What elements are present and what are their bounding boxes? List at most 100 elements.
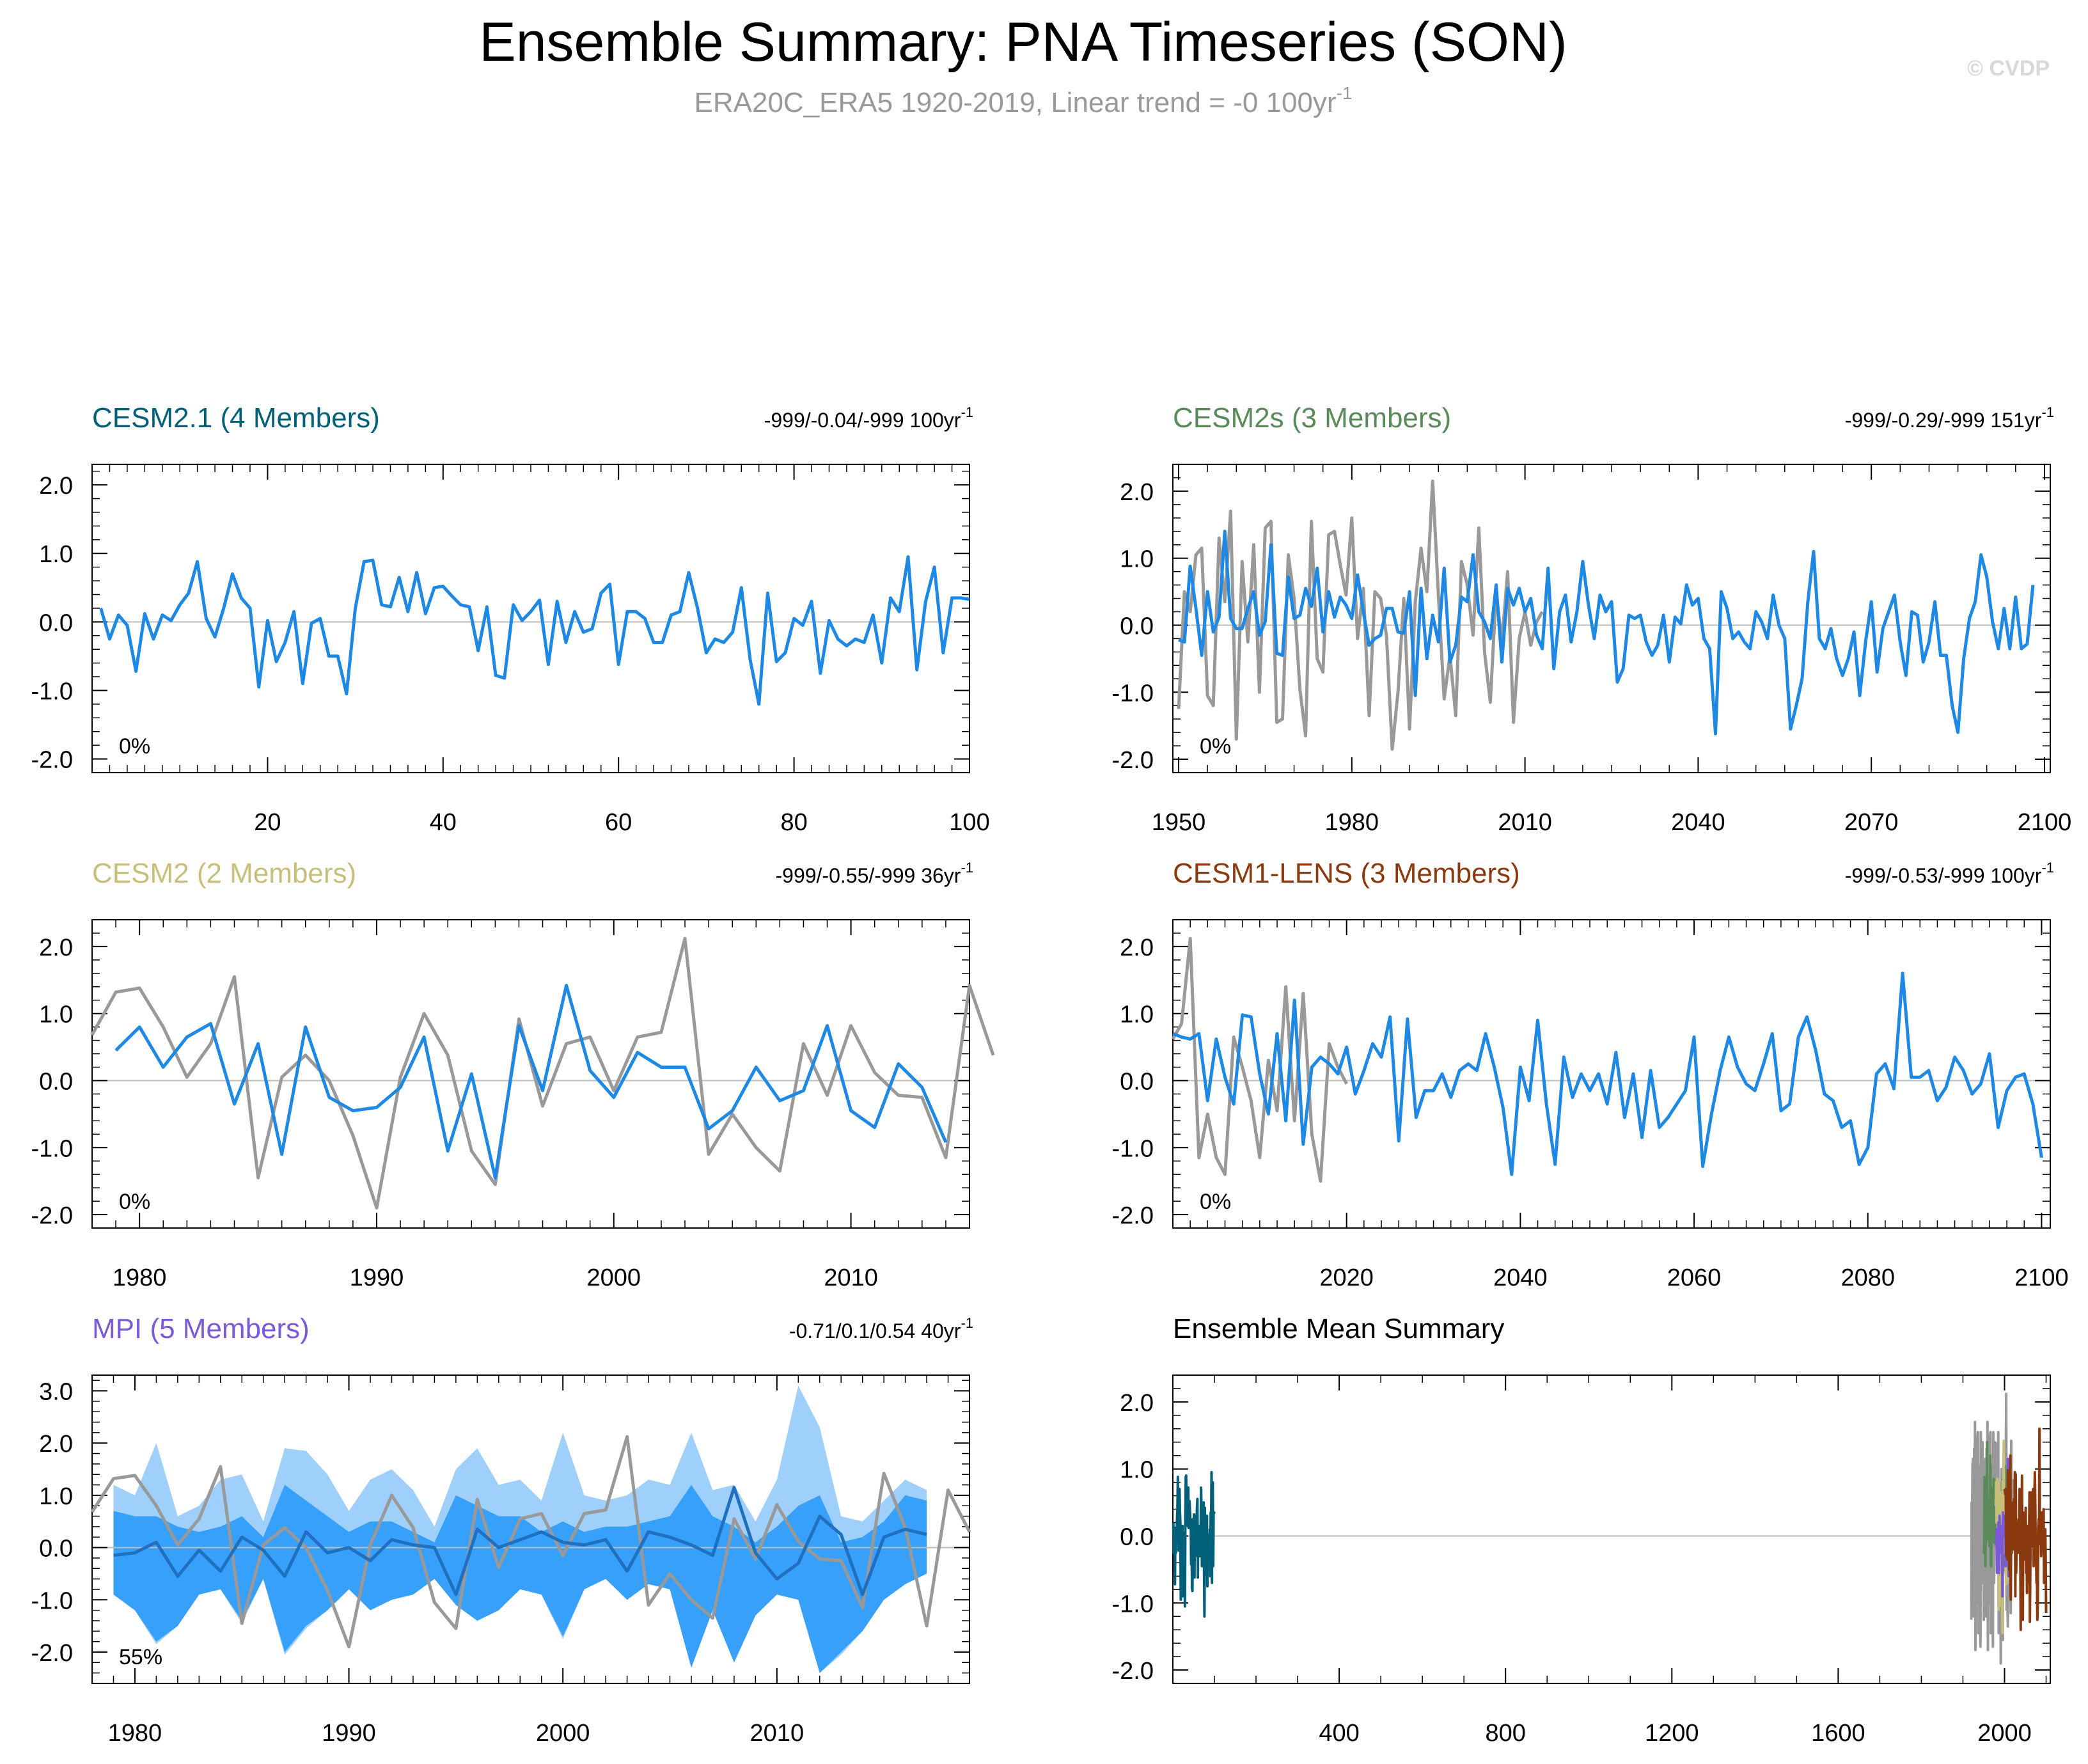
mpi-xtick-label: 1980 xyxy=(108,1720,162,1747)
cesm1lens-ytick-label: 2.0 xyxy=(1120,934,1154,961)
cesm2s-member-line xyxy=(1178,530,2035,736)
figure-title: Ensemble Summary: PNA Timeseries (SON) xyxy=(479,12,1567,73)
cesm21-ytick-label: -2.0 xyxy=(31,747,73,774)
mpi-ensemble_mean-line xyxy=(113,1486,927,1596)
mpi-ytick-label: 0.0 xyxy=(39,1536,73,1563)
cesm21-percent-label: 0% xyxy=(119,734,150,759)
panel-cesm1lens: CESM1-LENS (3 Members) -999/-0.53/-999 10… xyxy=(1112,858,2069,1291)
cesm2-trend-stats: -999/-0.55/-999 36yr-1 xyxy=(775,860,973,887)
cesm2-panel-title: CESM2 (2 Members) xyxy=(92,858,356,889)
cesm1lens-xtick-label: 2100 xyxy=(2014,1264,2069,1291)
summary-xtick-label: 1200 xyxy=(1645,1720,1699,1747)
cesm1lens-percent-label: 0% xyxy=(1200,1190,1231,1214)
cesm1lens-xtick-label: 2020 xyxy=(1319,1264,1374,1291)
cesm2s-ytick-label: -1.0 xyxy=(1112,680,1154,707)
mpi-xtick-label: 2010 xyxy=(750,1720,805,1747)
cesm2s-ytick-label: 0.0 xyxy=(1120,613,1154,640)
cesm2s-percent-label: 0% xyxy=(1200,734,1231,759)
cesm2-xtick-label: 2010 xyxy=(824,1264,878,1291)
cesm1lens-observation-line xyxy=(1171,936,1348,1183)
mpi-percent-label: 55% xyxy=(119,1645,162,1669)
mpi-trend-stats-text: -0.71/0.1/0.54 40yr xyxy=(789,1319,961,1343)
cesm2-xtick-label: 1990 xyxy=(350,1264,404,1291)
cesm1lens-xtick-label: 2080 xyxy=(1841,1264,1895,1291)
cesm2s-ytick-label: -2.0 xyxy=(1112,747,1154,774)
summary-ytick-label: -2.0 xyxy=(1112,1658,1154,1685)
cesm2s-xtick-label: 2100 xyxy=(2018,809,2072,836)
panel-cesm21: CESM2.1 (4 Members) -999/-0.04/-999 100yr… xyxy=(31,402,990,836)
cesm21-trend-stats-sup: -1 xyxy=(961,404,973,420)
mpi-xtick-label: 1990 xyxy=(322,1720,376,1747)
mpi-ytick-label: -1.0 xyxy=(31,1587,73,1614)
cesm1lens-panel-title: CESM1-LENS (3 Members) xyxy=(1173,858,1520,889)
cesm21-trend-stats-text: -999/-0.04/-999 100yr xyxy=(764,409,961,432)
cesm2s-xtick-label: 1950 xyxy=(1152,809,1206,836)
cesm2s-trend-stats-text: -999/-0.29/-999 151yr xyxy=(1845,409,2042,432)
cesm2s-xtick-label: 2070 xyxy=(1844,809,1899,836)
cesm2-xtick-label: 2000 xyxy=(587,1264,641,1291)
cesm21-trend-stats: -999/-0.04/-999 100yr-1 xyxy=(764,404,973,432)
cesm2s-xtick-label: 2040 xyxy=(1671,809,1725,836)
cesm2-xtick-label: 1980 xyxy=(113,1264,167,1291)
cesm21-xtick-label: 20 xyxy=(254,809,281,836)
mpi-trend-stats: -0.71/0.1/0.54 40yr-1 xyxy=(789,1315,973,1343)
cesm2-ytick-label: 0.0 xyxy=(39,1068,73,1095)
mpi-ytick-label: 3.0 xyxy=(39,1379,73,1406)
panel-summary: Ensemble Mean Summary -2.0 -1.0 0.0 1.0 2.0 40… xyxy=(1112,1313,2051,1747)
summary-xtick-label: 1600 xyxy=(1811,1720,1865,1747)
cesm21-member-line xyxy=(99,555,970,706)
cesm1lens-trend-stats-text: -999/-0.53/-999 100yr xyxy=(1845,864,2042,887)
summary-plot-frame xyxy=(1172,1374,2051,1684)
watermark: © CVDP xyxy=(1967,56,2050,81)
cesm21-xtick-label: 60 xyxy=(605,809,632,836)
cesm2-ytick-label: -2.0 xyxy=(31,1202,73,1229)
cesm21-panel-title: CESM2.1 (4 Members) xyxy=(92,402,380,434)
figure-subtitle: ERA20C_ERA5 1920-2019, Linear trend = -0… xyxy=(695,83,1353,118)
cesm2-ytick-label: 2.0 xyxy=(39,934,73,961)
mpi-ytick-label: -2.0 xyxy=(31,1640,73,1667)
cesm21-xtick-label: 40 xyxy=(430,809,457,836)
cesm1lens-ytick-label: -1.0 xyxy=(1112,1135,1154,1162)
panel-cesm2: CESM2 (2 Members) -999/-0.55/-999 36yr-1-… xyxy=(31,858,995,1291)
cesm21-xtick-label: 100 xyxy=(949,809,989,836)
cesm21-xtick-label: 80 xyxy=(780,809,807,836)
cesm1lens-plot-frame xyxy=(1172,919,2051,1229)
cesm2-observation-line xyxy=(90,936,995,1210)
cesm2s-ytick-label: 2.0 xyxy=(1120,479,1154,506)
cesm1lens-ytick-label: 0.0 xyxy=(1120,1068,1154,1095)
cesm1lens-trend-stats-sup: -1 xyxy=(2041,860,2054,876)
mpi-panel-title: MPI (5 Members) xyxy=(92,1313,310,1344)
cesm1lens-trend-stats: -999/-0.53/-999 100yr-1 xyxy=(1845,860,2054,887)
cesm2s-observation-line xyxy=(1177,479,1544,751)
cesm1lens-ytick-label: -2.0 xyxy=(1112,1202,1154,1229)
cesm2s-panel-title: CESM2s (3 Members) xyxy=(1173,402,1451,434)
summary-ytick-label: 1.0 xyxy=(1120,1457,1154,1484)
mpi-observation-line xyxy=(90,1435,971,1649)
cesm2-ytick-label: 1.0 xyxy=(39,1002,73,1028)
panel-mpi: MPI (5 Members) -0.71/0.1/0.54 40yr-1 -2.0… xyxy=(31,1313,973,1747)
mpi-ytick-label: 1.0 xyxy=(39,1483,73,1510)
mpi-trend-stats-sup: -1 xyxy=(961,1315,973,1331)
summary-panel-title: Ensemble Mean Summary xyxy=(1173,1313,1504,1344)
figure-subtitle-sup: -1 xyxy=(1337,83,1353,103)
mpi-xtick-label: 2000 xyxy=(536,1720,590,1747)
cesm1lens-xtick-label: 2040 xyxy=(1493,1264,1548,1291)
cesm2s-xtick-label: 1980 xyxy=(1325,809,1379,836)
cesm2-plot-frame xyxy=(91,919,970,1229)
cesm21-ytick-label: 0.0 xyxy=(39,610,73,636)
cesm2s-trend-stats: -999/-0.29/-999 151yr-1 xyxy=(1845,404,2054,432)
cesm2-trend-stats-text: -999/-0.55/-999 36yr xyxy=(775,864,961,887)
summary-ytick-label: 0.0 xyxy=(1120,1524,1154,1550)
summary-xtick-label: 400 xyxy=(1319,1720,1359,1747)
cesm21-ytick-label: -1.0 xyxy=(31,678,73,705)
mpi-ytick-label: 2.0 xyxy=(39,1431,73,1458)
summary-cesm1lens-line xyxy=(2003,1427,2048,1632)
cesm2-percent-label: 0% xyxy=(119,1190,150,1214)
cesm1lens-ytick-label: 1.0 xyxy=(1120,1002,1154,1028)
summary-ytick-label: -1.0 xyxy=(1112,1591,1154,1618)
cesm1lens-xtick-label: 2060 xyxy=(1667,1264,1722,1291)
cesm2-member-line xyxy=(114,984,948,1179)
mpi-spread-band-inner xyxy=(113,1484,927,1673)
cesm2s-xtick-label: 2010 xyxy=(1498,809,1552,836)
